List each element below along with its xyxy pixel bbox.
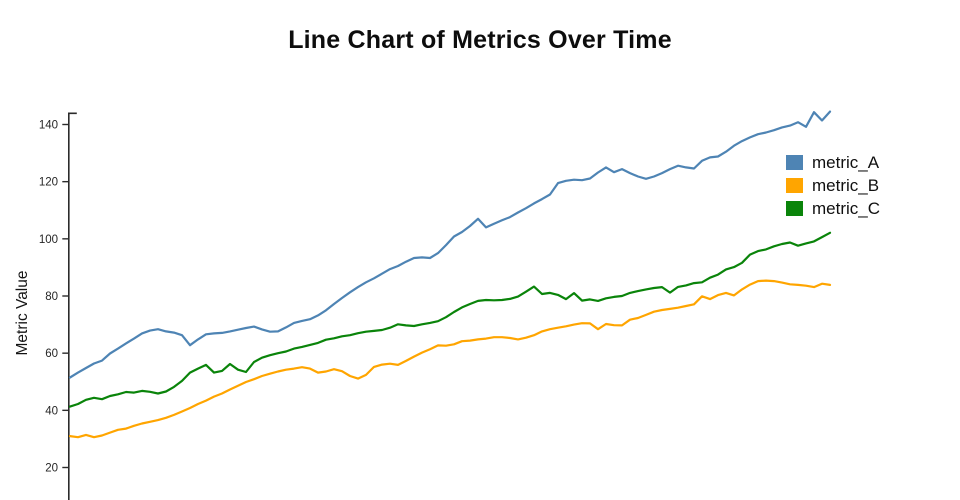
legend-label: metric_C bbox=[812, 199, 881, 218]
line-metric_C bbox=[68, 231, 832, 408]
legend-swatch-metric_A bbox=[786, 155, 803, 170]
line-metric_A bbox=[68, 110, 832, 379]
y-tick-label: 100 bbox=[39, 234, 58, 246]
y-tick-label: 120 bbox=[39, 177, 58, 189]
legend-label: metric_B bbox=[812, 176, 880, 195]
y-tick-label: 20 bbox=[45, 463, 58, 475]
y-tick-label: 40 bbox=[45, 405, 58, 417]
y-tick-label: 80 bbox=[45, 291, 58, 303]
chart-title: Line Chart of Metrics Over Time bbox=[288, 26, 672, 54]
legend-swatch-metric_C bbox=[786, 201, 803, 216]
legend-label: metric_A bbox=[812, 153, 880, 172]
legend-item-metric_B[interactable]: metric_B bbox=[786, 174, 880, 197]
legend: metric_A metric_B metric_C bbox=[786, 151, 880, 220]
legend-swatch-metric_B bbox=[786, 178, 803, 193]
y-axis-line bbox=[68, 112, 77, 500]
line-metric_B bbox=[68, 279, 832, 439]
y-tick-label: 140 bbox=[39, 120, 58, 132]
legend-item-metric_A[interactable]: metric_A bbox=[786, 151, 880, 174]
y-tick-label: 60 bbox=[45, 348, 58, 360]
legend-item-metric_C[interactable]: metric_C bbox=[786, 197, 880, 220]
